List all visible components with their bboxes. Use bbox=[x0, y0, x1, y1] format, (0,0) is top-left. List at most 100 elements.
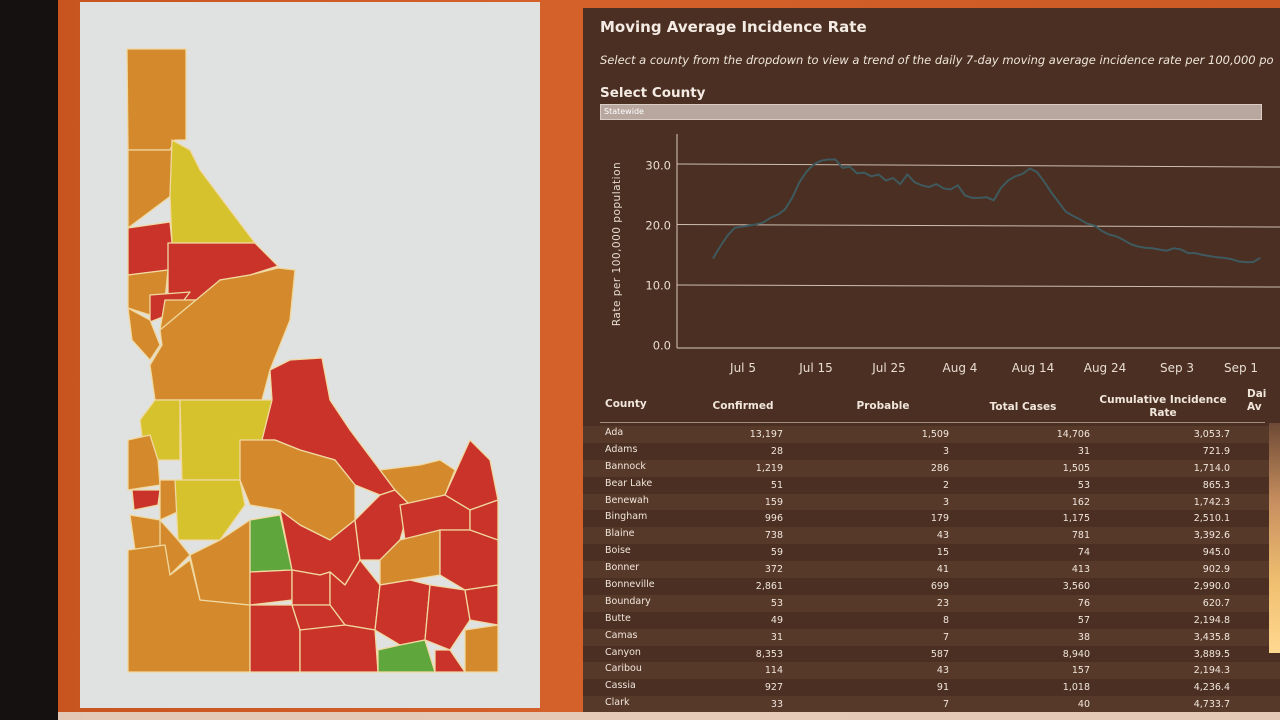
cell-rate: 620.7 bbox=[1202, 597, 1230, 609]
county-boundary[interactable] bbox=[126, 48, 187, 151]
cell-probable: 179 bbox=[930, 513, 949, 525]
gridline bbox=[676, 284, 1280, 288]
x-tick-label: Sep 1 bbox=[1224, 361, 1258, 375]
county-boise[interactable] bbox=[174, 479, 246, 541]
county-kootenai[interactable] bbox=[127, 221, 173, 276]
dashboard-title: Moving Average Incidence Rate bbox=[600, 18, 867, 36]
table-row[interactable]: Adams 28 3 31 721.9 bbox=[583, 442, 1280, 460]
table-row[interactable]: Camas 31 7 38 3,435.8 bbox=[583, 628, 1280, 646]
cell-county: Ada bbox=[605, 427, 624, 438]
cell-confirmed: 738 bbox=[764, 530, 783, 542]
county-payette[interactable] bbox=[131, 489, 161, 511]
col-header-confirmed[interactable]: Confirmed bbox=[712, 400, 774, 412]
cell-rate: 3,392.6 bbox=[1193, 530, 1230, 542]
y-tick-label: 10.0 bbox=[645, 279, 671, 293]
col-header-county[interactable]: County bbox=[605, 398, 647, 410]
county-bannock[interactable] bbox=[424, 584, 471, 651]
cell-rate: 4,236.4 bbox=[1193, 682, 1230, 694]
table-row[interactable]: Bingham 996 179 1,175 2,510.1 bbox=[583, 510, 1280, 528]
cell-probable: 286 bbox=[930, 462, 949, 474]
county-bonneville[interactable] bbox=[439, 529, 499, 591]
county-cassia[interactable] bbox=[299, 624, 379, 673]
county-washington[interactable] bbox=[127, 434, 161, 491]
cell-probable: 2 bbox=[942, 479, 949, 491]
cell-probable: 91 bbox=[936, 682, 949, 694]
gridline bbox=[676, 163, 1280, 168]
table-row[interactable]: Bannock 1,219 286 1,505 1,714.0 bbox=[583, 459, 1280, 477]
county-oneida[interactable] bbox=[377, 639, 436, 673]
cell-county: Bonneville bbox=[605, 579, 655, 591]
x-tick-label: Jul 25 bbox=[871, 361, 906, 375]
cell-county: Bear Lake bbox=[605, 477, 653, 489]
county-shoshone[interactable] bbox=[169, 139, 256, 244]
table-row[interactable]: Bear Lake 51 2 53 865.3 bbox=[583, 476, 1280, 494]
county-bear-lake[interactable] bbox=[464, 624, 499, 673]
table-row[interactable]: Boise 59 15 74 945.0 bbox=[583, 544, 1280, 562]
incidence-dashboard: Moving Average Incidence Rate Select a c… bbox=[583, 8, 1280, 712]
county-lincoln[interactable] bbox=[291, 569, 331, 606]
cell-confirmed: 49 bbox=[770, 614, 783, 626]
county-franklin[interactable] bbox=[434, 649, 466, 673]
cell-total: 1,018 bbox=[1062, 682, 1090, 694]
cell-county: Adams bbox=[605, 443, 638, 455]
idaho-county-map bbox=[80, 2, 540, 708]
table-header-divider bbox=[600, 422, 1265, 423]
cell-confirmed: 372 bbox=[764, 564, 783, 576]
county-idaho[interactable] bbox=[149, 267, 296, 401]
map-canvas bbox=[126, 48, 499, 673]
cell-county: Benewah bbox=[605, 494, 649, 506]
table-row[interactable]: Ada 13,197 1,509 14,706 3,053.7 bbox=[583, 426, 1280, 443]
table-row[interactable]: Caribou 114 43 157 2,194.3 bbox=[583, 662, 1280, 680]
cell-confirmed: 53 bbox=[770, 597, 783, 609]
cell-rate: 3,435.8 bbox=[1193, 631, 1230, 643]
cell-total: 76 bbox=[1077, 597, 1090, 609]
col-header-daily-average[interactable]: Dai Av bbox=[1247, 388, 1277, 414]
cell-total: 14,706 bbox=[1056, 429, 1090, 440]
table-row[interactable]: Butte 49 8 57 2,194.8 bbox=[583, 611, 1280, 629]
county-dropdown[interactable]: Statewide bbox=[600, 104, 1262, 120]
cell-rate: 2,510.1 bbox=[1193, 513, 1230, 525]
cell-county: Butte bbox=[605, 612, 631, 624]
county-twin-falls[interactable] bbox=[249, 604, 301, 673]
cell-confirmed: 59 bbox=[770, 547, 783, 559]
cell-confirmed: 114 bbox=[764, 665, 783, 677]
table-row[interactable]: Bonner 372 41 413 902.9 bbox=[583, 561, 1280, 579]
county-bonner[interactable] bbox=[127, 139, 176, 229]
cell-confirmed: 31 bbox=[770, 631, 783, 643]
cell-county: Bingham bbox=[605, 511, 648, 523]
cell-probable: 3 bbox=[942, 445, 949, 457]
cell-rate: 1,742.3 bbox=[1193, 496, 1230, 508]
county-nez-perce[interactable] bbox=[127, 307, 161, 361]
table-row[interactable]: Boundary 53 23 76 620.7 bbox=[583, 594, 1280, 612]
cell-probable: 41 bbox=[936, 564, 949, 576]
cell-rate: 721.9 bbox=[1202, 445, 1230, 457]
table-row[interactable]: Blaine 738 43 781 3,392.6 bbox=[583, 527, 1280, 545]
cell-probable: 1,509 bbox=[921, 429, 949, 440]
cell-confirmed: 159 bbox=[764, 496, 783, 508]
cell-confirmed: 927 bbox=[764, 682, 783, 694]
table-row[interactable]: Canyon 8,353 587 8,940 3,889.5 bbox=[583, 645, 1280, 663]
cell-confirmed: 13,197 bbox=[749, 429, 783, 440]
table-row[interactable]: Clark 33 7 40 4,733.7 bbox=[583, 696, 1280, 712]
cell-county: Camas bbox=[605, 629, 638, 641]
y-tick-label: 20.0 bbox=[645, 219, 671, 233]
table-row[interactable]: Benewah 159 3 162 1,742.3 bbox=[583, 493, 1280, 511]
cell-rate: 865.3 bbox=[1202, 479, 1230, 491]
cell-total: 40 bbox=[1077, 699, 1090, 711]
cell-county: Bonner bbox=[605, 562, 640, 574]
col-header-total-cases[interactable]: Total Cases bbox=[989, 401, 1057, 413]
cell-rate: 4,733.7 bbox=[1193, 699, 1230, 711]
table-row[interactable]: Bonneville 2,861 699 3,560 2,990.0 bbox=[583, 578, 1280, 595]
x-tick-label: Aug 4 bbox=[943, 361, 978, 375]
cell-probable: 43 bbox=[936, 530, 949, 542]
county-caribou[interactable] bbox=[464, 584, 499, 626]
county-gooding[interactable] bbox=[249, 569, 293, 606]
county-power[interactable] bbox=[374, 579, 431, 646]
col-header-probable[interactable]: Probable bbox=[856, 400, 910, 412]
cell-county: Bannock bbox=[605, 460, 646, 472]
table-row[interactable]: Cassia 927 91 1,018 4,236.4 bbox=[583, 679, 1280, 697]
incidence-line-chart: 0.0 10.0 20.0 30.0 Jul 5 Jul 15 Jul 25 Aug 4 Au… bbox=[611, 134, 1280, 375]
cell-county: Boundary bbox=[605, 595, 651, 607]
cell-probable: 23 bbox=[936, 597, 949, 609]
col-header-cumulative-rate[interactable]: Cumulative Incidence Rate bbox=[1093, 394, 1233, 420]
